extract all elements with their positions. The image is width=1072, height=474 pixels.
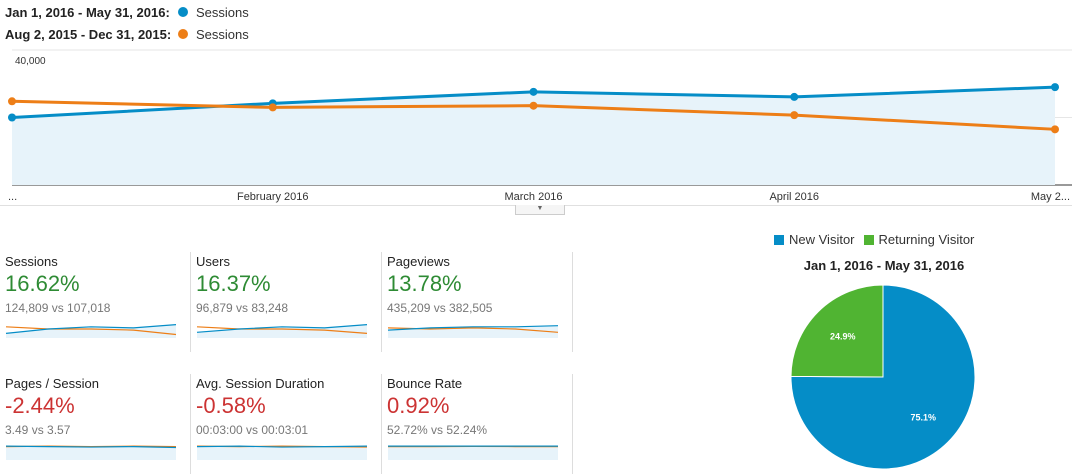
- legend-current-metric[interactable]: Sessions: [196, 4, 249, 20]
- metric-tile-sessions[interactable]: Sessions 16.62% 124,809 vs 107,018: [5, 252, 191, 352]
- tile-divider: [572, 374, 573, 474]
- metric-change-value: 13.78%: [387, 271, 462, 296]
- metric-change-value: 0.92%: [387, 393, 450, 418]
- tile-divider: [381, 374, 382, 474]
- metric-change-value: -0.58%: [196, 393, 266, 418]
- metric-tile-pages-session[interactable]: Pages / Session -2.44% 3.49 vs 3.57: [5, 374, 191, 474]
- pie-legend: New Visitor Returning Visitor: [774, 232, 983, 247]
- tile-divider: [190, 252, 191, 352]
- metric-label: Users: [196, 254, 230, 269]
- x-tick-label: May 2...: [1031, 191, 1070, 203]
- data-point-current[interactable]: [529, 87, 538, 96]
- metric-comparison: 52.72% vs 52.24%: [387, 423, 488, 437]
- sparkline-area: [388, 446, 558, 460]
- metric-label: Avg. Session Duration: [196, 376, 325, 391]
- metric-label: Sessions: [5, 254, 58, 269]
- tile-divider: [381, 252, 382, 352]
- metric-tile-bounce-rate[interactable]: Bounce Rate 0.92% 52.72% vs 52.24%: [387, 374, 573, 474]
- metric-comparison: 00:03:00 vs 00:03:01: [196, 423, 309, 437]
- x-tick-label: April 2016: [769, 191, 819, 203]
- metric-comparison: 124,809 vs 107,018: [5, 301, 111, 315]
- metric-comparison: 3.49 vs 3.57: [5, 423, 71, 437]
- metric-sparkline: [196, 324, 368, 338]
- data-point-previous[interactable]: [8, 97, 16, 106]
- metric-label: Pageviews: [387, 254, 450, 269]
- new-visitor-swatch: [774, 234, 784, 245]
- sparkline-previous: [5, 326, 177, 336]
- data-point-current[interactable]: [8, 113, 16, 122]
- legend-previous-range: Aug 2, 2015 - Dec 31, 2015:: [5, 26, 172, 42]
- metric-comparison: 96,879 vs 83,248: [196, 301, 289, 315]
- data-point-current[interactable]: [790, 92, 799, 101]
- visitor-pie-chart[interactable]: 75.1% 24.9%: [790, 284, 980, 474]
- legend-current-dot: [178, 7, 188, 17]
- sparkline-area: [6, 446, 176, 460]
- metric-change-value: 16.37%: [196, 271, 271, 296]
- metric-label: Bounce Rate: [387, 376, 463, 391]
- metric-sparkline: [196, 445, 368, 460]
- metric-sparkline: [387, 325, 559, 338]
- data-point-previous[interactable]: [529, 101, 538, 110]
- data-point-previous[interactable]: [268, 103, 277, 112]
- metric-tile-users[interactable]: Users 16.37% 96,879 vs 83,248: [196, 252, 382, 352]
- data-point-previous[interactable]: [1051, 125, 1059, 134]
- metric-label: Pages / Session: [5, 376, 99, 391]
- pie-title: Jan 1, 2016 - May 31, 2016: [803, 258, 965, 273]
- pie-slice-returning-visitor[interactable]: [790, 284, 884, 378]
- metric-sparkline: [5, 324, 177, 338]
- metric-tile-pageviews[interactable]: Pageviews 13.78% 435,209 vs 382,505: [387, 252, 573, 352]
- sparkline-current: [5, 324, 177, 334]
- pie-legend-item-new-visitor[interactable]: New Visitor: [774, 232, 855, 247]
- x-tick-label: ...: [8, 191, 17, 203]
- pie-slice-new-visitor[interactable]: [790, 284, 976, 470]
- legend-previous-dot: [178, 29, 188, 39]
- x-tick-label: March 2016: [504, 191, 562, 203]
- metric-sparkline: [5, 445, 177, 460]
- sparkline-current: [196, 445, 368, 448]
- legend-current-period: Jan 1, 2016 - May 31, 2016: Sessions: [5, 2, 249, 22]
- pie-legend-item-returning-visitor[interactable]: Returning Visitor: [863, 232, 975, 247]
- collapse-chart-handle[interactable]: ▼: [515, 205, 565, 215]
- pie-legend-label-new-visitor: New Visitor: [789, 232, 855, 247]
- y-tick-label: 40,000: [15, 56, 46, 67]
- returning-visitor-swatch: [863, 234, 874, 245]
- sparkline-current: [387, 325, 559, 331]
- tile-divider: [190, 374, 191, 474]
- pie-slice-label: 75.1%: [910, 412, 936, 422]
- sparkline-current: [5, 445, 177, 449]
- sparkline-current: [196, 324, 368, 333]
- metric-comparison: 435,209 vs 382,505: [387, 301, 493, 315]
- chevron-down-icon[interactable]: ▼: [536, 205, 544, 212]
- data-point-previous[interactable]: [790, 111, 799, 120]
- data-point-current[interactable]: [1051, 83, 1059, 92]
- legend-previous-metric[interactable]: Sessions: [196, 26, 249, 42]
- metric-sparkline: [388, 445, 558, 460]
- pie-legend-label-returning-visitor: Returning Visitor: [878, 232, 975, 247]
- sparkline-previous: [196, 326, 368, 334]
- metric-tile-avg-session-duration[interactable]: Avg. Session Duration -0.58% 00:03:00 vs 0…: [196, 374, 382, 474]
- legend-previous-period: Aug 2, 2015 - Dec 31, 2015: Sessions: [5, 24, 249, 44]
- tile-divider: [572, 252, 573, 352]
- pie-slice-label: 24.9%: [830, 332, 856, 342]
- metric-change-value: 16.62%: [5, 271, 80, 296]
- sparkline-area: [197, 446, 367, 460]
- x-tick-label: February 2016: [237, 191, 309, 203]
- legend-current-range: Jan 1, 2016 - May 31, 2016:: [5, 4, 170, 20]
- metric-change-value: -2.44%: [5, 393, 75, 418]
